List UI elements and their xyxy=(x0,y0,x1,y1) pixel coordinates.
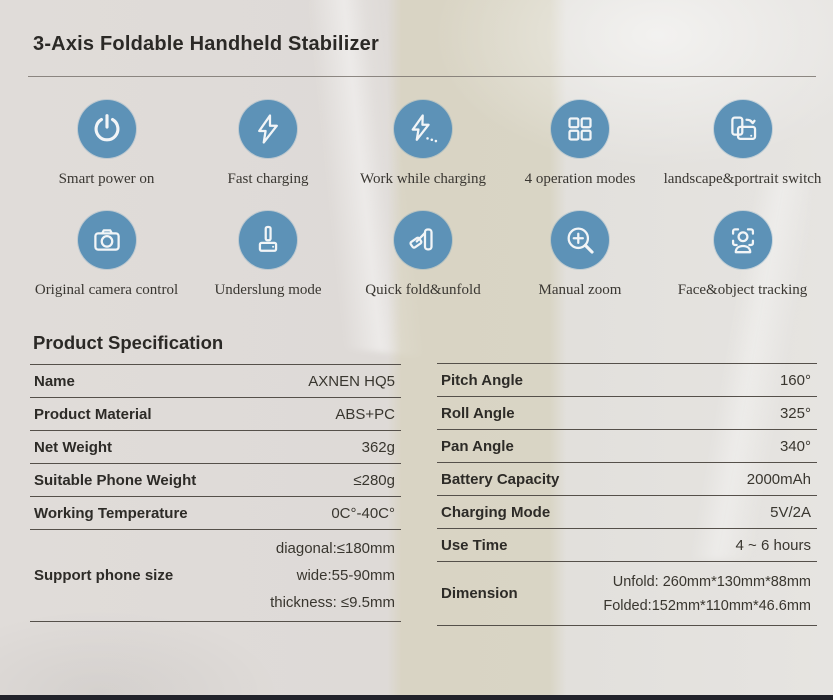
power-icon xyxy=(77,100,136,158)
feature-face-object-tracking: Face&object tracking xyxy=(659,211,826,299)
spec-value: 325° xyxy=(779,404,811,422)
feature-label: landscape&portrait switch xyxy=(663,171,822,187)
rotate-phone-icon xyxy=(713,100,772,158)
feature-label: Manual zoom xyxy=(538,282,622,298)
feature-label: Work while charging xyxy=(360,171,486,187)
page-title: 3-Axis Foldable Handheld Stabilizer xyxy=(33,33,379,55)
feature-row-2: Original camera control Underslung mode … xyxy=(22,211,826,299)
spec-value: 340° xyxy=(779,437,811,455)
feature-label: Quick fold&unfold xyxy=(365,282,481,298)
spec-label: Working Temperature xyxy=(34,504,188,522)
feature-fast-charging: Fast charging xyxy=(191,100,345,188)
spec-value-line: thickness: ≤9.5mm xyxy=(270,594,395,611)
spec-label: Roll Angle xyxy=(441,404,515,422)
spec-row-pan-angle: Pan Angle 340° xyxy=(437,430,817,463)
spec-row-net-weight: Net Weight 362g xyxy=(30,431,401,464)
spec-value: AXNEN HQ5 xyxy=(308,372,395,390)
spec-value: 160° xyxy=(779,371,811,389)
feature-4-operation-modes: 4 operation modes xyxy=(501,100,659,188)
spec-label: Use Time xyxy=(441,536,508,554)
spec-row-support-phone-size: Support phone size diagonal:≤180mm wide:… xyxy=(30,530,401,622)
spec-label: Pitch Angle xyxy=(441,371,523,389)
camera-icon xyxy=(77,211,136,269)
feature-smart-power-on: Smart power on xyxy=(22,100,191,188)
package-bottom-edge xyxy=(0,695,833,700)
feature-work-while-charging: Work while charging xyxy=(345,100,501,188)
spec-value: 0C°-40C° xyxy=(331,504,395,522)
spec-value: 2000mAh xyxy=(746,470,811,488)
spec-row-dimension: Dimension Unfold: 260mm*130mm*88mm Folde… xyxy=(437,562,817,626)
spec-value: ≤280g xyxy=(353,471,395,489)
spec-table-right: Pitch Angle 160° Roll Angle 325° Pan Ang… xyxy=(437,363,817,626)
spec-label: Battery Capacity xyxy=(441,470,560,488)
feature-original-camera-control: Original camera control xyxy=(22,211,191,299)
feature-label: Fast charging xyxy=(227,171,309,187)
magnifier-plus-icon xyxy=(551,211,609,269)
spec-label: Net Weight xyxy=(34,438,113,456)
feature-label: 4 operation modes xyxy=(524,171,636,187)
spec-heading: Product Specification xyxy=(33,332,224,353)
spec-value: 5V/2A xyxy=(770,503,811,521)
spec-label: Suitable Phone Weight xyxy=(34,471,197,489)
spec-value: ABS+PC xyxy=(335,405,395,423)
lightning-icon xyxy=(239,100,297,158)
feature-label: Original camera control xyxy=(34,282,179,298)
feature-row-1: Smart power on Fast charging Work while … xyxy=(22,100,826,188)
feature-quick-fold-unfold: Quick fold&unfold xyxy=(345,211,501,299)
feature-label: Underslung mode xyxy=(214,282,322,298)
spec-row-working-temperature: Working Temperature 0C°-40C° xyxy=(30,497,401,530)
spec-label: Dimension xyxy=(441,585,518,602)
spec-value-line: Unfold: 260mm*130mm*88mm xyxy=(612,573,811,590)
spec-row-suitable-phone-weight: Suitable Phone Weight ≤280g xyxy=(30,464,401,497)
spec-row-charging-mode: Charging Mode 5V/2A xyxy=(437,496,817,529)
spec-value: 362g xyxy=(361,438,395,456)
lightning-dots-icon xyxy=(394,100,452,158)
spec-value-line: diagonal:≤180mm xyxy=(275,540,395,557)
spec-value-line: Folded:152mm*110mm*46.6mm xyxy=(603,597,811,614)
fold-icon xyxy=(394,211,452,269)
spec-value: diagonal:≤180mm wide:55-90mm thickness: … xyxy=(270,535,395,616)
feature-label: Face&object tracking xyxy=(677,282,808,298)
spec-row-product-material: Product Material ABS+PC xyxy=(30,398,401,431)
spec-table-left: Name AXNEN HQ5 Product Material ABS+PC N… xyxy=(30,364,401,622)
face-tracking-icon xyxy=(713,211,772,269)
spec-label: Name xyxy=(34,372,75,390)
spec-label: Pan Angle xyxy=(441,437,514,455)
spec-label: Charging Mode xyxy=(441,503,551,521)
feature-landscape-portrait-switch: landscape&portrait switch xyxy=(659,100,826,188)
spec-row-name: Name AXNEN HQ5 xyxy=(30,365,401,398)
feature-manual-zoom: Manual zoom xyxy=(501,211,659,299)
spec-row-pitch-angle: Pitch Angle 160° xyxy=(437,364,817,397)
grid-modes-icon xyxy=(551,100,609,158)
spec-value: 4 ~ 6 hours xyxy=(735,536,811,554)
underslung-icon xyxy=(239,211,297,269)
feature-underslung-mode: Underslung mode xyxy=(191,211,345,299)
spec-row-use-time: Use Time 4 ~ 6 hours xyxy=(437,529,817,562)
spec-label: Product Material xyxy=(34,405,152,423)
spec-row-roll-angle: Roll Angle 325° xyxy=(437,397,817,430)
spec-value: Unfold: 260mm*130mm*88mm Folded:152mm*11… xyxy=(603,570,811,618)
spec-row-battery-capacity: Battery Capacity 2000mAh xyxy=(437,463,817,496)
title-divider xyxy=(28,76,816,77)
spec-value-line: wide:55-90mm xyxy=(296,567,395,584)
feature-label: Smart power on xyxy=(58,171,155,187)
spec-label: Support phone size xyxy=(34,567,174,584)
